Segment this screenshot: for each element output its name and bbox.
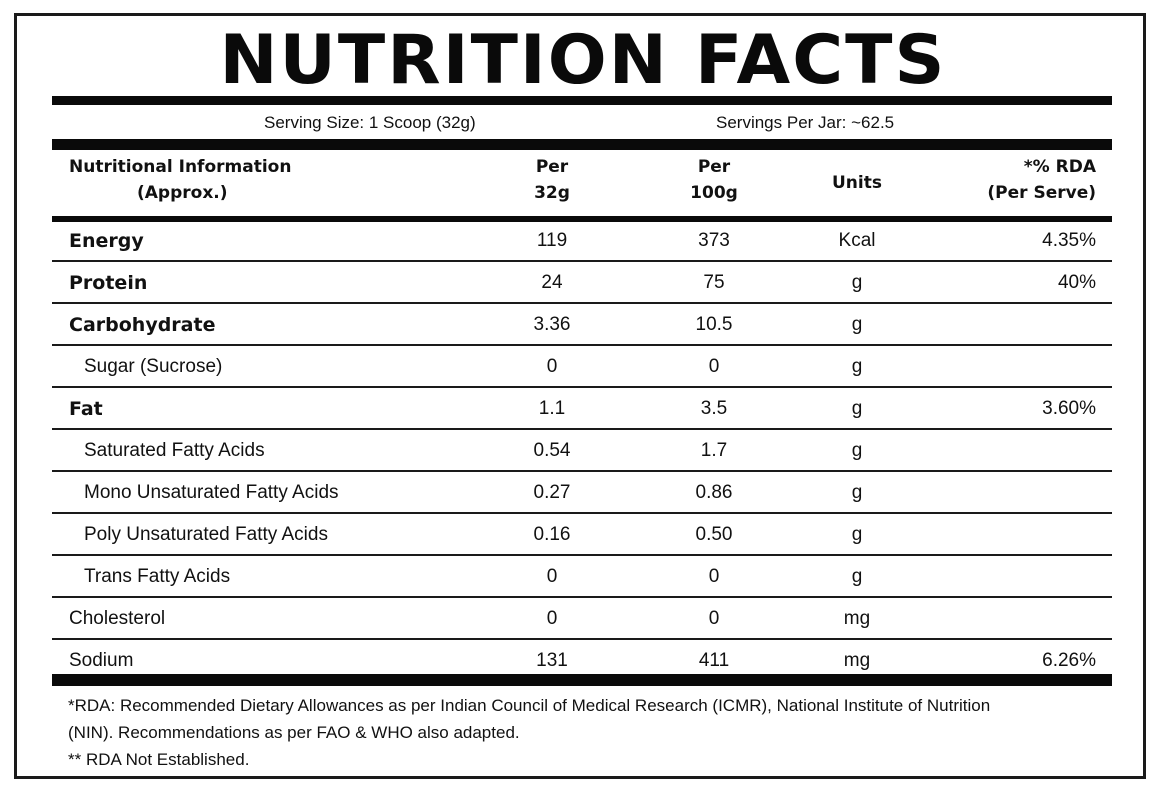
unit: g	[851, 272, 863, 293]
value-per-32g: 0	[546, 608, 558, 629]
value-per-100g: 10.5	[695, 314, 733, 335]
unit: g	[851, 440, 863, 461]
value-per-32g: 0	[546, 566, 558, 587]
nutrient-name: Protein	[69, 272, 148, 294]
serving-size: Serving Size: 1 Scoop (32g)	[264, 113, 476, 132]
nutrient-name: Sugar (Sucrose)	[84, 356, 223, 377]
footer-divider	[52, 674, 1112, 686]
header-rda-line1: *% RDA	[1023, 157, 1096, 177]
servings-per-jar: Servings Per Jar: ~62.5	[716, 113, 895, 132]
nutrient-name: Energy	[69, 230, 144, 252]
rda-value: 4.35%	[1042, 230, 1096, 251]
body-divider	[52, 216, 1112, 222]
value-per-32g: 119	[536, 230, 568, 251]
unit: g	[851, 356, 863, 377]
nutrient-name: Fat	[69, 398, 103, 420]
unit: Kcal	[838, 230, 876, 251]
table-row: Mono Unsaturated Fatty Acids 0.27 0.86 g	[52, 472, 1112, 514]
footnote: *RDA: Recommended Dietary Allowances as …	[68, 692, 1108, 773]
value-per-32g: 0.16	[533, 524, 571, 545]
table-row: Trans Fatty Acids 0 0 g	[52, 556, 1112, 598]
value-per-100g: 0	[708, 608, 720, 629]
value-per-100g: 0	[708, 356, 720, 377]
value-per-100g: 75	[703, 272, 725, 293]
unit: mg	[843, 608, 871, 629]
header-info-line2: (Approx.)	[137, 183, 228, 203]
nutrient-name: Sodium	[69, 650, 134, 671]
value-per-100g: 0.50	[695, 524, 733, 545]
unit: mg	[843, 650, 871, 671]
top-divider	[52, 96, 1112, 105]
table-row: Carbohydrate 3.36 10.5 g	[52, 304, 1112, 346]
table-row: Protein 24 75 g 40%	[52, 262, 1112, 304]
footnote-line2: (NIN). Recommendations as per FAO & WHO …	[68, 723, 520, 742]
nutrient-name: Saturated Fatty Acids	[84, 440, 265, 461]
unit: g	[851, 566, 863, 587]
unit: g	[851, 398, 863, 419]
table-row: Poly Unsaturated Fatty Acids 0.16 0.50 g	[52, 514, 1112, 556]
header-info-line1: Nutritional Information	[69, 157, 292, 177]
label-title: NUTRITION FACTS	[219, 21, 947, 100]
value-per-32g: 0.27	[533, 482, 571, 503]
nutrient-name: Mono Unsaturated Fatty Acids	[84, 482, 339, 503]
value-per-32g: 24	[541, 272, 563, 293]
table-row: Sugar (Sucrose) 0 0 g	[52, 346, 1112, 388]
nutrient-name: Trans Fatty Acids	[84, 566, 231, 587]
table-row: Saturated Fatty Acids 0.54 1.7 g	[52, 430, 1112, 472]
header-per100-line1: Per	[697, 157, 731, 177]
footnote-line3: ** RDA Not Established.	[68, 750, 250, 769]
header-units: Units	[832, 173, 882, 193]
table-row: Sodium 131 411 mg 6.26%	[52, 640, 1112, 682]
nutrient-name: Poly Unsaturated Fatty Acids	[84, 524, 328, 545]
value-per-32g: 3.36	[533, 314, 571, 335]
header-rda-line2: (Per Serve)	[987, 183, 1096, 203]
header-per100-line2: 100g	[690, 183, 738, 203]
value-per-32g: 0.54	[533, 440, 571, 461]
value-per-32g: 1.1	[538, 398, 566, 419]
table-row: Fat 1.1 3.5 g 3.60%	[52, 388, 1112, 430]
header-divider	[52, 139, 1112, 150]
value-per-32g: 131	[536, 650, 568, 671]
value-per-100g: 3.5	[700, 398, 728, 419]
table-row: Cholesterol 0 0 mg	[52, 598, 1112, 640]
value-per-32g: 0	[546, 356, 558, 377]
value-per-100g: 411	[698, 650, 730, 671]
rda-value: 3.60%	[1042, 398, 1096, 419]
value-per-100g: 0.86	[695, 482, 733, 503]
footnote-line1: *RDA: Recommended Dietary Allowances as …	[68, 696, 991, 715]
table-row: Energy 119 373 Kcal 4.35%	[52, 220, 1112, 262]
value-per-100g: 1.7	[700, 440, 728, 461]
serving-info: Serving Size: 1 Scoop (32g) Servings Per…	[52, 106, 1112, 139]
nutrient-name: Cholesterol	[69, 608, 166, 629]
nutrient-table: Energy 119 373 Kcal 4.35% Protein 24 75 …	[52, 220, 1112, 682]
header-per32-line2: 32g	[534, 183, 570, 203]
value-per-100g: 373	[698, 230, 730, 251]
rda-value: 6.26%	[1042, 650, 1096, 671]
table-header: Nutritional Information (Approx.) Per 32…	[52, 148, 1112, 218]
unit: g	[851, 482, 863, 503]
unit: g	[851, 524, 863, 545]
rda-value: 40%	[1057, 272, 1096, 293]
nutrient-name: Carbohydrate	[69, 314, 216, 336]
unit: g	[851, 314, 863, 335]
header-per32-line1: Per	[535, 157, 569, 177]
value-per-100g: 0	[708, 566, 720, 587]
